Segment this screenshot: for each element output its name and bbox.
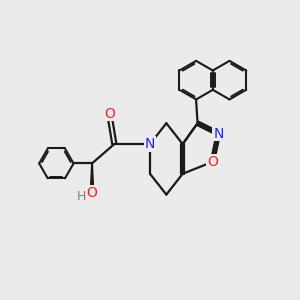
Text: O: O (207, 155, 218, 169)
Text: H: H (77, 190, 86, 203)
Text: N: N (145, 137, 155, 151)
Text: O: O (87, 186, 98, 200)
Text: O: O (104, 107, 115, 121)
Text: N: N (213, 127, 224, 141)
Polygon shape (90, 164, 94, 192)
